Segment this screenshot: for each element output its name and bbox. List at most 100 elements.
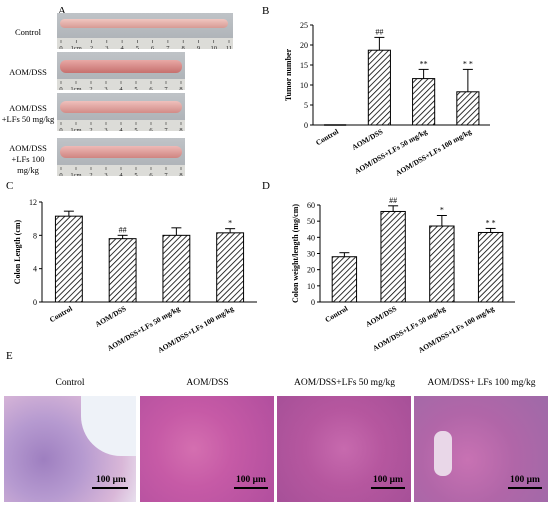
x-tick-label: Control: [323, 304, 349, 324]
ruler-tick-label: 0: [59, 45, 62, 49]
scale-label-lfs100: 100 μm: [510, 475, 540, 485]
y-tick-label: 0: [33, 298, 37, 307]
y-tick-label: 5: [304, 101, 308, 110]
ruler-tick-label: 11: [226, 45, 232, 49]
colon-row-label-lfs50: AOM/DSS +LFs 50 mg/kg: [1, 103, 55, 124]
bar: [380, 210, 406, 303]
bar: [456, 91, 480, 126]
y-tick-label: 50: [307, 217, 315, 226]
ruler-tick-label: 3: [104, 127, 107, 131]
scale-bar-control: [92, 487, 128, 489]
y-tick-label: 8: [33, 231, 37, 240]
x-tick-label: AOM/DSS+LFs 50 mg/kg: [353, 127, 429, 176]
panel-a-letter: A: [58, 5, 66, 17]
ruler-tick-label: 4: [119, 172, 123, 176]
x-tick-label: AOM/DSS: [94, 304, 128, 329]
y-tick-label: 20: [307, 266, 315, 275]
bar: [108, 238, 137, 303]
scale-label-control: 100 μm: [96, 475, 126, 485]
y-tick-label: 10: [300, 81, 308, 90]
significance-label: *: [440, 206, 444, 215]
bar: [477, 231, 504, 303]
histology-title-lfs50: AOM/DSS+LFs 50 mg/kg: [294, 378, 395, 388]
y-tick-label: 30: [307, 250, 315, 259]
ruler-tick-label: 1cm: [71, 45, 82, 49]
ruler-tick-label: 2: [89, 86, 92, 90]
colon-photo-lfs100: 0 1cm 2 3 4 5 6 7 8: [57, 138, 185, 176]
significance-label: ##: [389, 196, 397, 205]
ruler-tick-label: 0: [59, 127, 62, 131]
ruler-tick-label: 5: [134, 127, 137, 131]
bar: [367, 49, 391, 126]
ruler-tick-label: 9: [197, 45, 200, 49]
colon-weight-length-chart: 0 10 20 30 40 50 60 Colon weight/length (mg/cm)…: [291, 196, 515, 355]
x-tick-label: Control: [314, 127, 340, 147]
scale-bar-aomdss: [234, 487, 268, 489]
panel-b-letter: B: [262, 5, 270, 17]
panel-e-letter: E: [6, 350, 13, 362]
ruler-tick-label: 6: [151, 45, 155, 49]
y-tick-label: 0: [304, 121, 308, 130]
ruler-tick-label: 2: [90, 45, 93, 49]
histology-image-lfs50: 100 μm: [277, 396, 411, 502]
bar: [216, 232, 245, 303]
histology-title-aomdss: AOM/DSS: [186, 378, 229, 388]
bar: [54, 215, 83, 303]
y-tick-label: 4: [33, 265, 37, 274]
y-axis-label: Colon weight/length (mg/cm): [291, 204, 300, 303]
ruler-tick-label: 1cm: [70, 172, 81, 176]
ruler-tick-label: 4: [120, 45, 124, 49]
ruler-control: 0 1cm 2 3 4 5 6 7 8 9 10 11: [59, 40, 232, 49]
ruler-tick-label: 0: [59, 172, 62, 176]
y-tick-label: 40: [307, 233, 315, 242]
significance-label: **: [420, 59, 428, 68]
y-axis-label: Tumor number: [284, 48, 293, 101]
histology-title-control: Control: [55, 378, 85, 388]
ruler-tick-label: 2: [89, 172, 92, 176]
ruler-tick-label: 6: [149, 127, 153, 131]
panel-a: Control AOM/DSS AOM/DSS +LFs 50 mg/kg AO…: [0, 0, 260, 185]
ruler-tick-label: 1cm: [70, 86, 81, 90]
significance-label: * *: [486, 218, 496, 227]
ruler-tick-label: 2: [89, 127, 92, 131]
ruler-lfs100: 0 1cm 2 3 4 5 6 7 8: [59, 167, 183, 176]
ruler-tick-label: 0: [59, 86, 62, 90]
bar: [331, 256, 358, 303]
ruler-tick-label: 3: [105, 45, 108, 49]
ruler-tick-label: 8: [179, 172, 182, 176]
y-tick-label: 12: [29, 198, 37, 207]
significance-label: ##: [375, 27, 383, 36]
ruler-tick-label: 8: [182, 45, 185, 49]
bar: [429, 225, 455, 303]
y-tick-label: 20: [300, 41, 308, 50]
ruler-tick-label: 10: [210, 45, 217, 49]
colon-row-label-lfs100: AOM/DSS +LFs 100 mg/kg: [9, 143, 47, 175]
y-tick-label: 15: [300, 61, 308, 70]
x-tick-label: AOM/DSS+LFs 100 mg/kg: [394, 127, 473, 178]
scale-label-aomdss: 100 μm: [236, 475, 266, 485]
histology-image-lfs100: 100 μm: [414, 396, 548, 502]
y-tick-label: 60: [307, 201, 315, 210]
ruler-tick-label: 8: [179, 86, 182, 90]
ruler-tick-label: 6: [149, 86, 153, 90]
ruler-lfs50: 0 1cm 2 3 4 5 6 7 8: [59, 122, 183, 131]
ruler-tick-label: 4: [119, 127, 123, 131]
ruler-tick-label: 7: [164, 172, 168, 176]
ruler-tick-label: 5: [134, 172, 137, 176]
scale-bar-lfs100: [508, 487, 542, 489]
ruler-tick-label: 8: [179, 127, 182, 131]
significance-label: *: [228, 219, 232, 228]
colon-row-label-control: Control: [15, 27, 41, 37]
ruler-tick-label: 7: [166, 45, 170, 49]
histology-image-aomdss: 100 μm: [140, 396, 274, 502]
histology-image-control: 100 μm: [4, 396, 136, 502]
bar: [412, 78, 436, 126]
bar: [162, 234, 191, 303]
ruler-tick-label: 7: [164, 127, 168, 131]
colon-photo-lfs50: 0 1cm 2 3 4 5 6 7 8: [57, 93, 185, 131]
colon-row-label-aomdss: AOM/DSS: [9, 67, 47, 77]
scale-label-lfs50: 100 μm: [373, 475, 403, 485]
ruler-tick-label: 3: [104, 172, 107, 176]
scale-bar-lfs50: [371, 487, 405, 489]
